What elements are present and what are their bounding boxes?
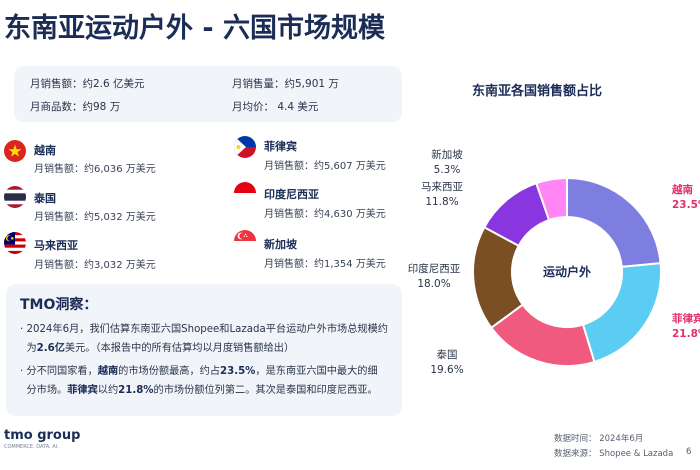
country-name-malaysia: 马来西亚 (34, 239, 78, 252)
vietnam-flag-icon (4, 140, 26, 162)
donut-slice-malaysia (482, 181, 551, 248)
slice-value-indonesia: 18.0% (417, 278, 450, 290)
donut-slice-thailand (489, 303, 596, 367)
monthly-volume-stat: 月销售量：约5,901 万 (232, 78, 339, 90)
thailand-flag-icon (4, 186, 26, 208)
data-date: 数据时间： 2024年6月 (554, 434, 644, 444)
donut-slice-vietnam (566, 176, 662, 268)
tmo-group-logo: tmo group COMMERCE. DATA. AI. (4, 428, 81, 450)
page-number: 6 (686, 447, 692, 457)
country-name-philippines: 菲律宾 (264, 140, 297, 153)
monthly-sales-stat: 月销售额：约2.6 亿美元 (30, 78, 145, 90)
avg-price-stat: 月均价： 4.4 美元 (232, 101, 319, 113)
slice-value-malaysia: 11.8% (425, 196, 458, 208)
slice-label-philippines: 菲律宾 (672, 312, 700, 325)
slice-label-indonesia: 印度尼西亚 (408, 262, 461, 275)
summary-stats-panel: 月销售额：约2.6 亿美元 月销售量：约5,901 万 月商品数：约98 万 月… (14, 66, 402, 122)
donut-slice-philippines (581, 262, 662, 364)
insight-title: TMO洞察： (20, 297, 98, 313)
donut-slice-singapore (535, 176, 568, 222)
country-sales-philippines: 月销售额：约5,607 万美元 (264, 161, 386, 172)
country-sales-indonesia: 月销售额：约4,630 万美元 (264, 209, 386, 220)
country-name-indonesia: 印度尼西亚 (264, 188, 319, 201)
country-name-singapore: 新加坡 (264, 238, 297, 251)
country-sales-malaysia: 月销售额：约3,032 万美元 (34, 260, 156, 271)
slice-value-singapore: 5.3% (434, 164, 461, 176)
slice-label-malaysia: 马来西亚 (421, 181, 463, 193)
country-sales-thailand: 月销售额：约5,032 万美元 (34, 212, 156, 223)
slice-value-thailand: 19.6% (430, 364, 463, 376)
slice-label-singapore: 新加坡 (431, 148, 463, 161)
data-source: 数据来源： Shopee & Lazada (554, 449, 674, 459)
slice-label-thailand: 泰国 (437, 348, 458, 361)
donut-center-label: 运动户外 (543, 264, 591, 279)
insight-panel: TMO洞察： · 2024年6月，我们估算东南亚六国Shopee和Lazada平… (6, 284, 402, 416)
insight-bullet-2: · 分不同国家看，越南的市场份额最高，约占23.5%，是东南亚六国中最大的细 分… (20, 366, 378, 396)
country-sales-singapore: 月销售额：约1,354 万美元 (264, 259, 386, 270)
country-sales-vietnam: 月销售额：约6,036 万美元 (34, 164, 156, 175)
singapore-flag-icon (234, 230, 256, 252)
slice-value-vietnam: 23.5% (672, 199, 700, 211)
slice-value-philippines: 21.8% (672, 328, 700, 340)
slice-label-vietnam: 越南 (671, 183, 693, 196)
indonesia-flag-icon (234, 182, 256, 204)
chart-title: 东南亚各国销售额占比 (472, 84, 603, 99)
product-count-stat: 月商品数：约98 万 (30, 101, 121, 113)
malaysia-flag-icon (4, 232, 26, 254)
insight-bullet-1: · 2024年6月，我们估算东南亚六国Shopee和Lazada平台运动户外市场… (20, 324, 388, 354)
philippines-flag-icon (234, 136, 256, 158)
country-name-thailand: 泰国 (34, 192, 56, 205)
page-title: 东南亚运动户外 - 六国市场规模 (4, 13, 386, 44)
country-name-vietnam: 越南 (34, 144, 56, 157)
donut-slice-indonesia (472, 225, 525, 330)
